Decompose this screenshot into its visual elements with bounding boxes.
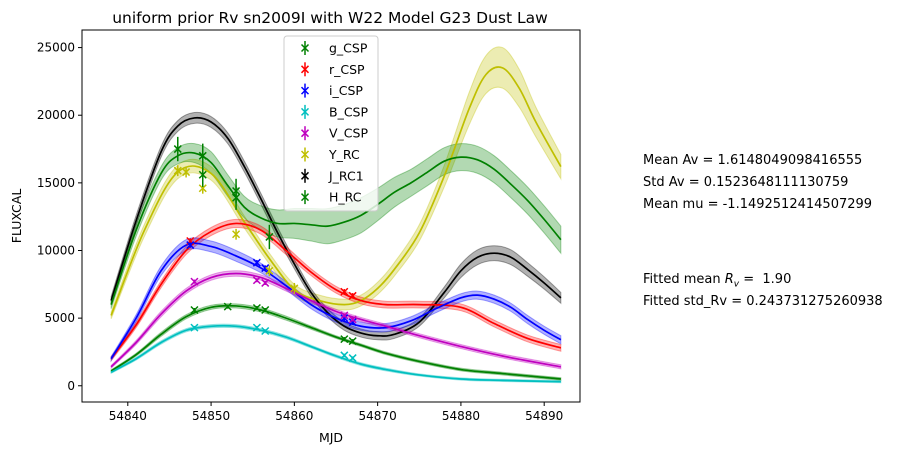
legend-label: g_CSP xyxy=(329,41,368,56)
mean-av-text: Mean Av = 1.6148049098416555 xyxy=(643,153,863,168)
model-line-g-csp xyxy=(110,304,561,380)
x-axis-label: MJD xyxy=(319,430,343,445)
y-axis-ticks: 0 5000 10000 15000 20000 25000 xyxy=(37,41,82,393)
observations xyxy=(173,136,357,363)
legend-entry-y-rc: Y_RC xyxy=(300,147,360,162)
data-point-h-rc xyxy=(232,185,241,210)
fit-stats: Mean Av = 1.6148049098416555 Std Av = 0.… xyxy=(643,150,872,216)
data-point-y-rc xyxy=(290,282,299,294)
x-tick-label: 54840 xyxy=(109,409,147,423)
chart-title: uniform prior Rv sn2009I with W22 Model … xyxy=(112,9,548,27)
legend-label: B_CSP xyxy=(329,104,368,119)
uncertainty-band-v-csp xyxy=(110,270,562,370)
model-line-r-csp xyxy=(110,222,562,360)
data-point-i-csp xyxy=(252,258,261,267)
y-tick-label: 20000 xyxy=(37,108,75,122)
data-point-v-csp xyxy=(340,311,349,320)
legend-box xyxy=(283,35,379,212)
data-point-b-csp xyxy=(252,323,261,332)
legend-label: J_RC1 xyxy=(328,168,364,183)
legend-entry-i-csp: i_CSP xyxy=(300,83,363,98)
legend-label: r_CSP xyxy=(329,62,365,77)
x-axis-ticks: 54840 54850 54860 54870 54880 54890 xyxy=(109,402,563,423)
legend-label: Y_RC xyxy=(328,147,360,162)
legend-label: H_RC xyxy=(329,190,362,205)
model-line-h-rc xyxy=(110,151,562,305)
legend-entry-b-csp: B_CSP xyxy=(300,104,368,119)
data-point-g-csp xyxy=(261,305,270,315)
y-tick-label: 0 xyxy=(67,379,75,393)
data-point-g-csp xyxy=(340,335,349,344)
legend-entry-j-rc1: J_RC1 xyxy=(300,168,364,183)
fitted-rv-symbol: R xyxy=(724,272,734,287)
uncertainty-band-b-csp xyxy=(110,323,562,384)
data-point-h-rc xyxy=(265,224,274,250)
x-tick-label: 54870 xyxy=(359,409,397,423)
data-point-v-csp xyxy=(261,278,270,287)
x-tick-label: 54860 xyxy=(275,409,313,423)
data-point-v-csp xyxy=(252,276,261,285)
uncertainty-band-j-rc1 xyxy=(110,111,562,341)
legend: g_CSP r_CSP i_CSP B_CSP V_CSP Y_RC J_RC1 H_RC xyxy=(283,35,379,212)
legend-entry-h-rc: H_RC xyxy=(300,190,362,205)
data-point-i-csp xyxy=(261,264,270,273)
x-tick-label: 54850 xyxy=(192,409,230,423)
model-line-b-csp xyxy=(110,324,561,383)
data-point-b-csp xyxy=(190,323,199,332)
y-tick-label: 15000 xyxy=(37,176,75,190)
data-point-b-csp xyxy=(261,326,270,336)
fitted-std-rv-text: Fitted std_Rv = 0.243731275260938 xyxy=(643,294,883,309)
model-line-v-csp xyxy=(110,272,562,368)
legend-entry-v-csp: V_CSP xyxy=(300,126,368,141)
uncertainty-band-g-csp xyxy=(110,303,562,381)
fitted-rv-prefix: Fitted mean xyxy=(643,272,725,287)
plot-frame xyxy=(81,29,581,403)
legend-label: V_CSP xyxy=(329,126,368,141)
legend-label: i_CSP xyxy=(329,83,363,98)
data-point-v-csp xyxy=(190,277,199,286)
legend-entry-g-csp: g_CSP xyxy=(300,41,368,56)
data-point-g-csp xyxy=(223,302,232,311)
y-axis-label: FLUXCAL xyxy=(9,189,24,244)
y-tick-label: 10000 xyxy=(37,243,75,257)
data-point-g-csp xyxy=(190,305,199,315)
model-line-y-rc xyxy=(110,66,562,316)
std-av-text: Std Av = 0.1523648111130759 xyxy=(643,175,849,190)
data-point-y-rc xyxy=(173,165,182,177)
data-point-y-rc xyxy=(232,228,241,240)
model-lines xyxy=(110,66,562,383)
x-tick-label: 54890 xyxy=(525,409,563,423)
data-point-h-rc xyxy=(198,162,207,187)
mean-mu-text: Mean mu = -1.1492512414507299 xyxy=(643,197,873,212)
data-point-b-csp xyxy=(340,351,349,360)
x-tick-label: 54880 xyxy=(442,409,480,423)
legend-entry-r-csp: r_CSP xyxy=(300,62,365,77)
data-point-h-rc xyxy=(173,136,182,162)
data-point-v-csp xyxy=(348,315,357,324)
y-tick-label: 25000 xyxy=(37,41,75,55)
data-point-r-csp xyxy=(340,287,349,296)
fitted-rv-subscript: v xyxy=(733,279,740,290)
fit-rv-stats: Fitted mean Rv = 1.90 Fitted std_Rv = 0.… xyxy=(643,269,883,313)
fitted-mean-rv-text: Fitted mean Rv = 1.90 xyxy=(643,269,883,291)
data-point-g-csp xyxy=(348,337,357,346)
fitted-rv-value: = 1.90 xyxy=(739,272,792,287)
y-tick-label: 5000 xyxy=(44,311,75,325)
data-point-y-rc xyxy=(265,265,274,277)
data-point-g-csp xyxy=(252,303,261,313)
data-point-y-rc xyxy=(182,166,191,178)
data-point-i-csp xyxy=(186,241,195,250)
data-point-r-csp xyxy=(348,291,357,300)
data-point-b-csp xyxy=(348,354,357,363)
